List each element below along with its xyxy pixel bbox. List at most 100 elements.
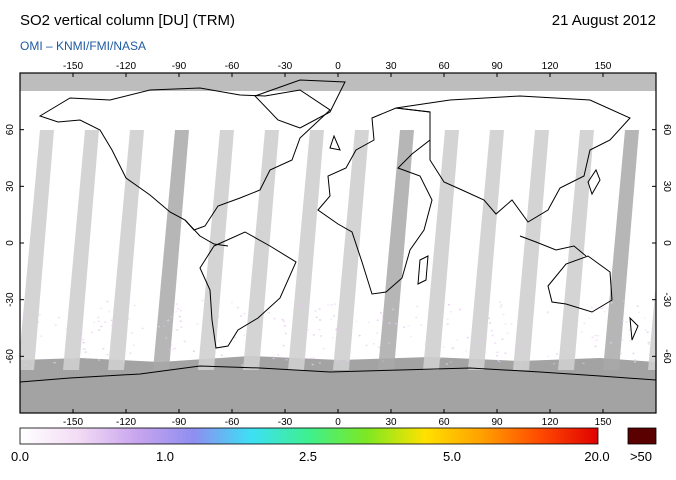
noise-speck: [489, 322, 491, 324]
noise-speck: [97, 320, 100, 322]
noise-speck: [381, 319, 384, 321]
noise-speck: [132, 344, 135, 346]
noise-speck: [506, 332, 509, 334]
noise-speck: [236, 306, 239, 309]
noise-speck: [176, 329, 179, 331]
orbit-gap-stripe: [20, 130, 54, 370]
noise-speck: [183, 340, 186, 342]
noise-speck: [415, 316, 418, 319]
noise-speck: [311, 363, 314, 366]
noise-speck: [312, 334, 315, 336]
noise-speck: [111, 324, 114, 327]
greenland-outline: [254, 79, 346, 129]
noise-speck: [319, 335, 322, 337]
noise-speck: [410, 335, 413, 338]
lat-tick-label: 60: [661, 124, 672, 136]
lon-tick-label: -90: [172, 61, 187, 72]
noise-speck: [553, 363, 556, 365]
noise-speck: [629, 340, 632, 342]
noise-speck: [24, 340, 27, 343]
noise-speck: [173, 347, 176, 350]
colorbar-label-3: 5.0: [442, 449, 462, 464]
noise-speck: [650, 356, 653, 358]
noise-speck: [169, 348, 172, 351]
noise-speck: [122, 360, 125, 363]
noise-speck: [388, 322, 391, 324]
noise-speck: [358, 334, 361, 337]
orbit-gap-stripe: [513, 130, 549, 370]
lon-tick-label: 0: [335, 417, 341, 428]
lon-tick-label: -120: [116, 417, 136, 428]
orbit-gap-stripe: [423, 130, 459, 370]
noise-speck: [333, 315, 335, 317]
noise-speck: [166, 319, 169, 322]
colorbar-label-2: 2.5: [298, 449, 318, 464]
noise-speck: [632, 352, 635, 355]
australia-outline: [547, 255, 613, 313]
lon-tick-label: -90: [172, 417, 187, 428]
noise-speck: [171, 349, 174, 351]
noise-speck: [547, 355, 549, 358]
noise-speck: [621, 339, 624, 341]
noise-speck: [318, 362, 321, 364]
noise-speck: [556, 353, 559, 355]
noise-speck: [23, 313, 26, 315]
noise-speck: [420, 324, 423, 326]
noise-speck: [127, 318, 130, 320]
noise-speck: [619, 353, 622, 355]
japan-outline: [587, 168, 601, 196]
noise-speck: [314, 310, 317, 312]
noise-speck: [367, 321, 370, 324]
lon-tick-label: -60: [225, 417, 240, 428]
noise-speck: [170, 344, 173, 346]
noise-speck: [98, 359, 100, 361]
orbit-gap-stripe: [378, 130, 414, 370]
antarctica-coast: [20, 365, 656, 383]
noise-speck: [37, 321, 40, 323]
orbit-gap-stripe: [198, 130, 234, 370]
noise-speck: [338, 341, 341, 344]
noise-speck: [480, 321, 483, 323]
noise-speck: [600, 307, 603, 310]
noise-speck: [644, 329, 647, 331]
orbit-gap-stripe: [153, 130, 189, 370]
noise-speck: [574, 314, 577, 316]
noise-speck: [337, 359, 340, 362]
noise-speck: [104, 321, 107, 323]
noise-speck: [163, 325, 166, 328]
noise-speck: [469, 351, 472, 353]
noise-speck: [395, 322, 398, 325]
noise-speck: [647, 341, 650, 344]
noise-speck: [643, 317, 646, 319]
noise-speck: [456, 339, 458, 341]
noise-speck: [106, 353, 109, 356]
colorbar-label-5: >50: [629, 449, 653, 464]
noise-speck: [217, 340, 220, 342]
noise-speck: [79, 329, 82, 331]
lat-tick-label: 30: [661, 181, 672, 193]
orbit-gap-stripe: [603, 130, 639, 370]
noise-speck: [243, 312, 246, 315]
noise-speck: [24, 364, 27, 366]
lon-tick-label: 60: [438, 417, 450, 428]
noise-speck: [220, 354, 223, 357]
noise-speck: [310, 357, 313, 359]
noise-speck: [327, 304, 330, 306]
noise-speck: [282, 344, 285, 347]
noise-speck: [527, 308, 530, 311]
noise-speck: [284, 332, 287, 335]
noise-speck: [31, 352, 34, 354]
orbit-gap-stripe: [333, 130, 369, 370]
noise-speck: [175, 311, 178, 313]
noise-speck: [515, 345, 517, 348]
noise-speck: [590, 306, 593, 309]
lat-tick-label: -60: [661, 349, 672, 364]
noise-speck: [217, 316, 220, 318]
noise-speck: [646, 331, 649, 333]
noise-speck: [192, 350, 195, 352]
noise-speck: [129, 352, 132, 354]
noise-speck: [588, 317, 591, 319]
noise-speck: [230, 301, 233, 304]
noise-speck: [447, 304, 450, 306]
map-date: 21 August 2012: [551, 12, 656, 29]
